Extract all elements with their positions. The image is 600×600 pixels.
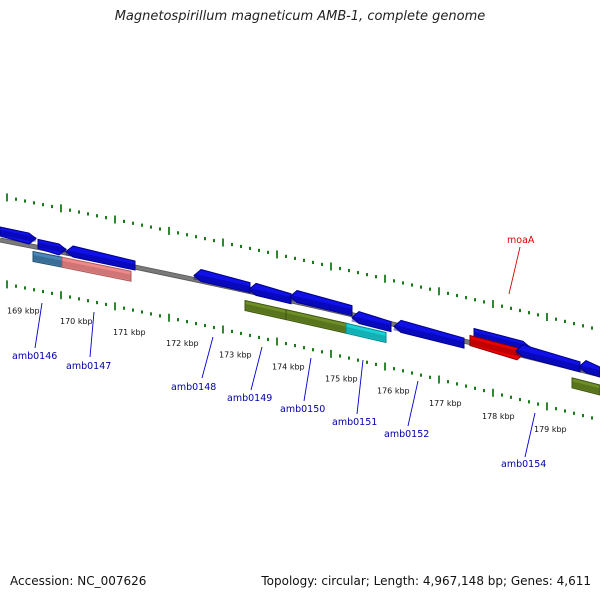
topology-text: Topology: circular; Length: 4,967,148 bp… <box>261 574 591 588</box>
gene-shading <box>285 313 349 333</box>
leader-line <box>508 246 521 295</box>
gene-shading <box>469 339 525 358</box>
scale-label: 173 kbp <box>219 351 252 360</box>
gene-labels: amb0146 amb0147 amb0148 amb0149 amb0150 amb01… <box>12 235 546 470</box>
gene-body <box>345 322 387 344</box>
gene-feature <box>0 226 37 245</box>
gene-shading <box>515 349 581 371</box>
gene-body <box>65 245 136 271</box>
gene-label-moaA: moaA <box>507 235 535 246</box>
gene-shading <box>32 254 63 267</box>
scale-label: 170 kbp <box>60 317 93 326</box>
gene-feature <box>193 268 251 294</box>
gene-label-amb0147: amb0147 <box>66 361 111 372</box>
outer-tick-track <box>6 193 593 330</box>
gene-feature <box>393 319 465 349</box>
scale-label: 179 kbp <box>534 425 567 434</box>
gene-feature <box>469 334 525 361</box>
gene-body <box>37 238 67 256</box>
gene-feature <box>289 289 353 317</box>
leader-line <box>524 412 536 458</box>
gene-feature <box>244 299 287 321</box>
gene-shading <box>0 230 37 243</box>
gene-label-amb0149: amb0149 <box>227 393 272 404</box>
gene-feature <box>351 311 392 333</box>
gene-shading <box>571 381 600 394</box>
gene-body <box>351 311 392 333</box>
gene-track <box>0 226 600 396</box>
gene-shading <box>244 304 287 319</box>
gene-shading <box>351 316 392 331</box>
gene-feature <box>515 344 581 373</box>
leader-line <box>34 302 43 349</box>
gene-feature <box>571 377 600 396</box>
gene-label-amb0151: amb0151 <box>332 417 377 428</box>
gene-body <box>0 226 37 245</box>
scale-label: 171 kbp <box>113 328 146 337</box>
gene-feature <box>248 282 292 305</box>
gene-shading <box>61 260 132 281</box>
gene-body <box>578 360 600 378</box>
leader-line <box>407 380 419 427</box>
gene-shading <box>65 250 136 270</box>
leader-line <box>201 336 214 379</box>
scale-label: 175 kbp <box>325 374 358 383</box>
gene-body <box>469 334 525 361</box>
gene-feature <box>61 256 132 282</box>
accession-text: Accession: NC_007626 <box>10 574 147 588</box>
inner-tick-track <box>6 280 593 420</box>
gene-label-amb0148: amb0148 <box>171 382 216 393</box>
gene-body <box>289 289 353 317</box>
scale-label: 177 kbp <box>429 399 462 408</box>
gene-feature <box>578 360 600 378</box>
gene-label-amb0152: amb0152 <box>384 429 429 440</box>
gene-shading <box>248 287 292 303</box>
gene-shading <box>37 242 67 253</box>
map-title: Magnetospirillum magneticum AMB-1, compl… <box>114 9 486 24</box>
gene-shading <box>393 324 465 347</box>
gene-body <box>61 256 132 282</box>
gene-body <box>571 377 600 396</box>
leader-line <box>89 311 95 358</box>
gene-shading <box>289 295 353 315</box>
leader-line <box>250 346 263 391</box>
leader-line <box>356 359 364 415</box>
scale-label: 172 kbp <box>166 339 199 348</box>
gene-label-amb0150: amb0150 <box>280 404 325 415</box>
gene-body <box>248 282 292 305</box>
gene-shading <box>345 326 387 342</box>
gene-shading <box>578 365 600 376</box>
gene-shading <box>193 274 251 292</box>
gene-feature <box>37 238 67 256</box>
gene-feature <box>65 245 136 271</box>
scale-label: 178 kbp <box>482 412 515 421</box>
gene-label-amb0154: amb0154 <box>501 459 546 470</box>
scale-labels: 169 kbp 170 kbp 171 kbp 172 kbp 173 kbp 174 k… <box>7 306 567 434</box>
gene-body <box>515 344 581 373</box>
gene-body <box>193 268 251 294</box>
scale-label: 174 kbp <box>272 362 305 371</box>
scale-label: 169 kbp <box>7 306 40 315</box>
gene-body <box>393 319 465 349</box>
gene-label-amb0146: amb0146 <box>12 351 57 362</box>
scale-label: 176 kbp <box>377 387 410 396</box>
gene-feature <box>345 322 387 344</box>
leader-line <box>303 357 312 402</box>
